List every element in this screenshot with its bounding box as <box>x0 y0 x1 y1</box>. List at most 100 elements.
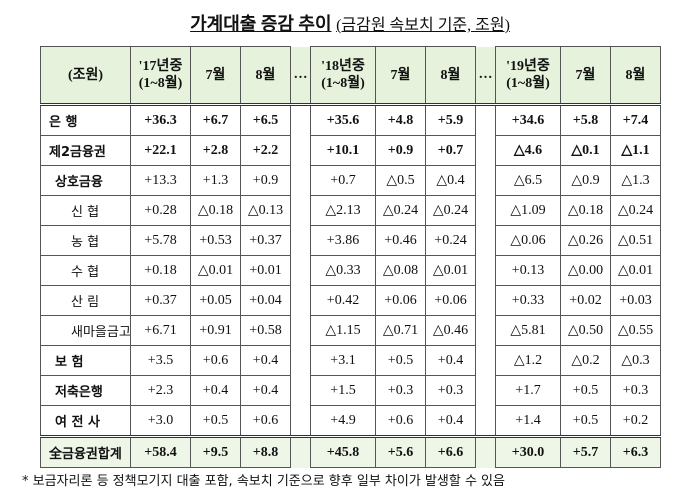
value-cell: +5.7 <box>560 436 611 468</box>
value-cell: +5.78 <box>130 225 191 256</box>
table-row: 여 전 사 +3.0 +0.5 +0.6 +4.9 +0.6 +0.4 +1.4 +0.5 +0.… <box>40 405 661 437</box>
value-cell: △0.01 <box>190 255 241 286</box>
table-row: 은 행 +36.3 +6.7 +6.5 +35.6 +4.8 +5.9 +34.6 +5.8 +7… <box>40 104 661 136</box>
gap-cell <box>290 345 311 376</box>
unit-header: (조원) <box>40 46 131 105</box>
value-cell: △0.9 <box>560 165 611 196</box>
year: '19년중 <box>506 59 550 74</box>
value-cell: △2.13 <box>310 195 376 226</box>
value-cell: +0.4 <box>240 345 291 376</box>
value-cell: △0.3 <box>610 345 661 376</box>
header-row: (조원) '17년중 (1~8월) 7월 8월… '18년중 (1~8월) 7월 8월… '19년… <box>40 46 661 105</box>
value-cell: +0.13 <box>495 255 561 286</box>
value-cell: +0.03 <box>610 285 661 316</box>
value-cell: △1.3 <box>610 165 661 196</box>
gap-cell <box>290 225 311 256</box>
row-label: 全금융권합계 <box>40 436 131 468</box>
month-header: 7월 <box>375 46 426 105</box>
gap-cell <box>475 165 496 196</box>
value-cell: △1.1 <box>610 135 661 166</box>
row-label: 산 림 <box>40 285 131 316</box>
value-cell: +0.7 <box>310 165 376 196</box>
month-header: 8월 <box>240 46 291 105</box>
value-cell: △0.24 <box>375 195 426 226</box>
value-cell: +0.02 <box>560 285 611 316</box>
value-cell: △0.18 <box>560 195 611 226</box>
table-row: 제2금융권 +22.1 +2.8 +2.2 +10.1 +0.9 +0.7 △4.6 △0.1 △… <box>40 135 661 166</box>
value-cell: +2.3 <box>130 375 191 406</box>
value-cell: +0.37 <box>130 285 191 316</box>
value-cell: +6.7 <box>190 104 241 136</box>
value-cell: △1.15 <box>310 315 376 346</box>
value-cell: △5.81 <box>495 315 561 346</box>
value-cell: +0.04 <box>240 285 291 316</box>
gap-cell <box>475 345 496 376</box>
value-cell: +22.1 <box>130 135 191 166</box>
value-cell: △0.26 <box>560 225 611 256</box>
value-cell: +0.6 <box>190 345 241 376</box>
gap-cell <box>290 195 311 226</box>
gap-cell <box>475 375 496 406</box>
value-cell: △1.09 <box>495 195 561 226</box>
year-header: '19년중 (1~8월) <box>495 46 561 105</box>
value-cell: △1.2 <box>495 345 561 376</box>
gap-cell <box>290 104 311 136</box>
value-cell: △0.08 <box>375 255 426 286</box>
gap-cell <box>290 135 311 166</box>
value-cell: +6.71 <box>130 315 191 346</box>
value-cell: △6.5 <box>495 165 561 196</box>
value-cell: +0.6 <box>240 405 291 437</box>
value-cell: +30.0 <box>495 436 561 468</box>
row-label: 은 행 <box>40 104 131 136</box>
month-header: 8월 <box>425 46 476 105</box>
value-cell: +0.91 <box>190 315 241 346</box>
value-cell: +0.4 <box>425 345 476 376</box>
value-cell: +3.86 <box>310 225 376 256</box>
value-cell: +0.9 <box>240 165 291 196</box>
footnote: * 보금자리론 등 정책모기지 대출 포함, 속보치 기준으로 향후 일부 차이… <box>22 474 505 489</box>
value-cell: +0.18 <box>130 255 191 286</box>
year: '18년중 <box>321 59 365 74</box>
value-cell: +2.8 <box>190 135 241 166</box>
value-cell: △0.01 <box>610 255 661 286</box>
value-cell: △0.00 <box>560 255 611 286</box>
value-cell: +6.5 <box>240 104 291 136</box>
table-row: 全금융권합계 +58.4 +9.5 +8.8 +45.8 +5.6 +6.6 +30.0 +5.… <box>40 436 661 468</box>
value-cell: +10.1 <box>310 135 376 166</box>
value-cell: △0.46 <box>425 315 476 346</box>
value-cell: +1.5 <box>310 375 376 406</box>
period: (1~8월) <box>506 76 550 91</box>
period: (1~8월) <box>321 76 365 91</box>
value-cell: △0.50 <box>560 315 611 346</box>
year-header: '18년중 (1~8월) <box>310 46 376 105</box>
value-cell: △0.55 <box>610 315 661 346</box>
value-cell: △0.4 <box>425 165 476 196</box>
value-cell: +0.6 <box>375 405 426 437</box>
row-label: 제2금융권 <box>40 135 131 166</box>
value-cell: +0.37 <box>240 225 291 256</box>
value-cell: +3.5 <box>130 345 191 376</box>
value-cell: +0.05 <box>190 285 241 316</box>
gap-cell <box>290 375 311 406</box>
value-cell: +0.4 <box>190 375 241 406</box>
value-cell: +45.8 <box>310 436 376 468</box>
year: '17년중 <box>138 59 183 74</box>
gap-cell <box>475 104 496 136</box>
value-cell: +5.6 <box>375 436 426 468</box>
gap-cell <box>290 436 311 468</box>
table-row: 수 협 +0.18 △0.01 +0.01 △0.33 △0.08 △0.01 +0.13 △0… <box>40 255 661 286</box>
gap-cell <box>290 255 311 286</box>
gap-cell <box>475 195 496 226</box>
value-cell: +0.42 <box>310 285 376 316</box>
value-cell: +0.3 <box>610 375 661 406</box>
gap-cell <box>475 436 496 468</box>
row-label: 보 험 <box>40 345 131 376</box>
value-cell: +0.28 <box>130 195 191 226</box>
row-label: 저축은행 <box>40 375 131 406</box>
value-cell: +0.24 <box>425 225 476 256</box>
gap-cell <box>475 405 496 437</box>
value-cell: +0.53 <box>190 225 241 256</box>
gap-cell <box>475 315 496 346</box>
gap-cell <box>475 255 496 286</box>
value-cell: +0.4 <box>240 375 291 406</box>
